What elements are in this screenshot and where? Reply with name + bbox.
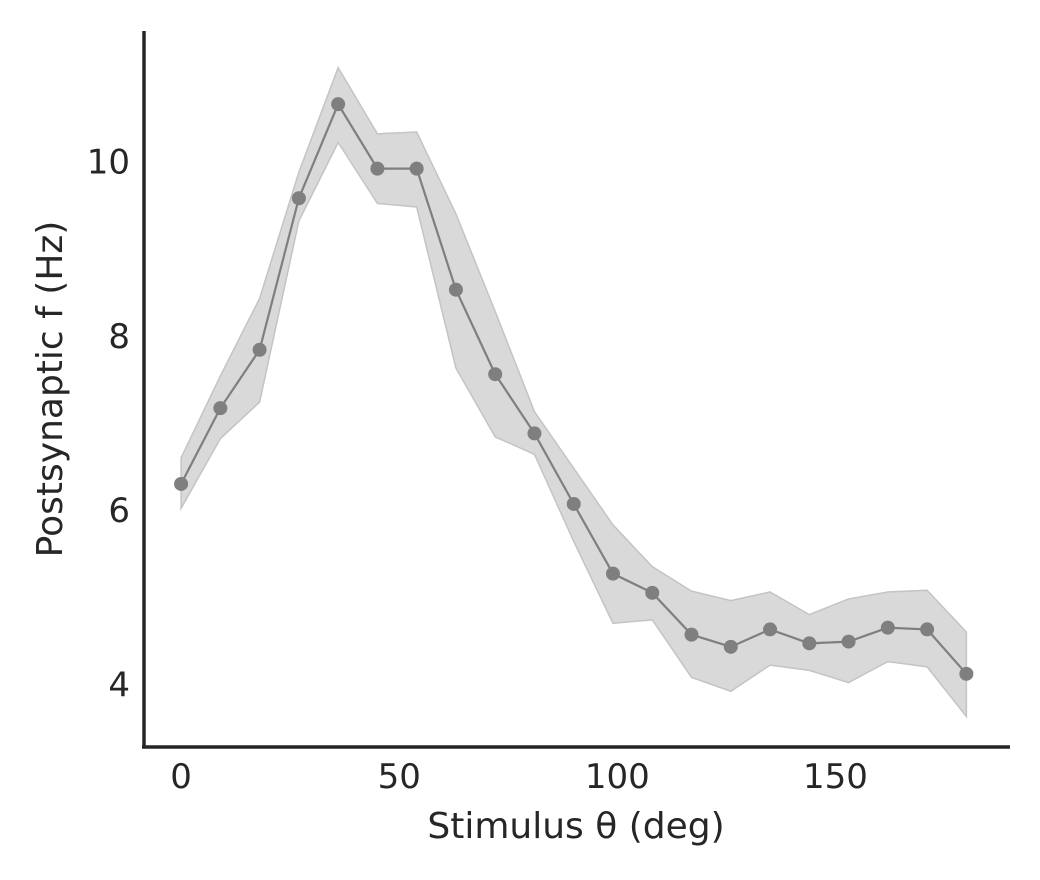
x-tick-label: 50 [378, 757, 421, 797]
x-tick-labels: 0 50 100 150 [170, 757, 868, 797]
data-point [331, 97, 346, 112]
data-point [488, 367, 503, 382]
x-axis-label: Stimulus θ (deg) [427, 806, 724, 847]
y-tick-labels: 4 6 8 10 [87, 143, 130, 706]
y-tick-label: 10 [87, 143, 130, 183]
data-point [841, 634, 856, 649]
plot-area [174, 65, 974, 719]
x-tick-label: 150 [803, 757, 868, 797]
data-point [645, 585, 660, 600]
data-point [213, 401, 228, 416]
data-point [370, 161, 385, 176]
x-tick-label: 0 [170, 757, 192, 797]
data-point [920, 622, 935, 637]
data-point [527, 426, 542, 441]
data-point [566, 496, 581, 511]
data-point [684, 627, 699, 642]
y-tick-label: 8 [108, 317, 130, 357]
data-point [605, 566, 620, 581]
data-point [763, 622, 778, 637]
x-tick-label: 100 [585, 757, 650, 797]
data-point [291, 191, 306, 206]
data-point [252, 342, 267, 357]
data-point [409, 161, 424, 176]
data-point [723, 639, 738, 654]
data-point [448, 282, 463, 297]
data-point [959, 666, 974, 681]
y-axis-label: Postsynaptic f (Hz) [30, 221, 71, 558]
data-point [174, 476, 189, 491]
data-point [880, 620, 895, 635]
y-tick-label: 6 [108, 491, 130, 531]
y-tick-label: 4 [108, 665, 130, 705]
confidence-band [180, 65, 968, 719]
data-point [802, 636, 817, 651]
